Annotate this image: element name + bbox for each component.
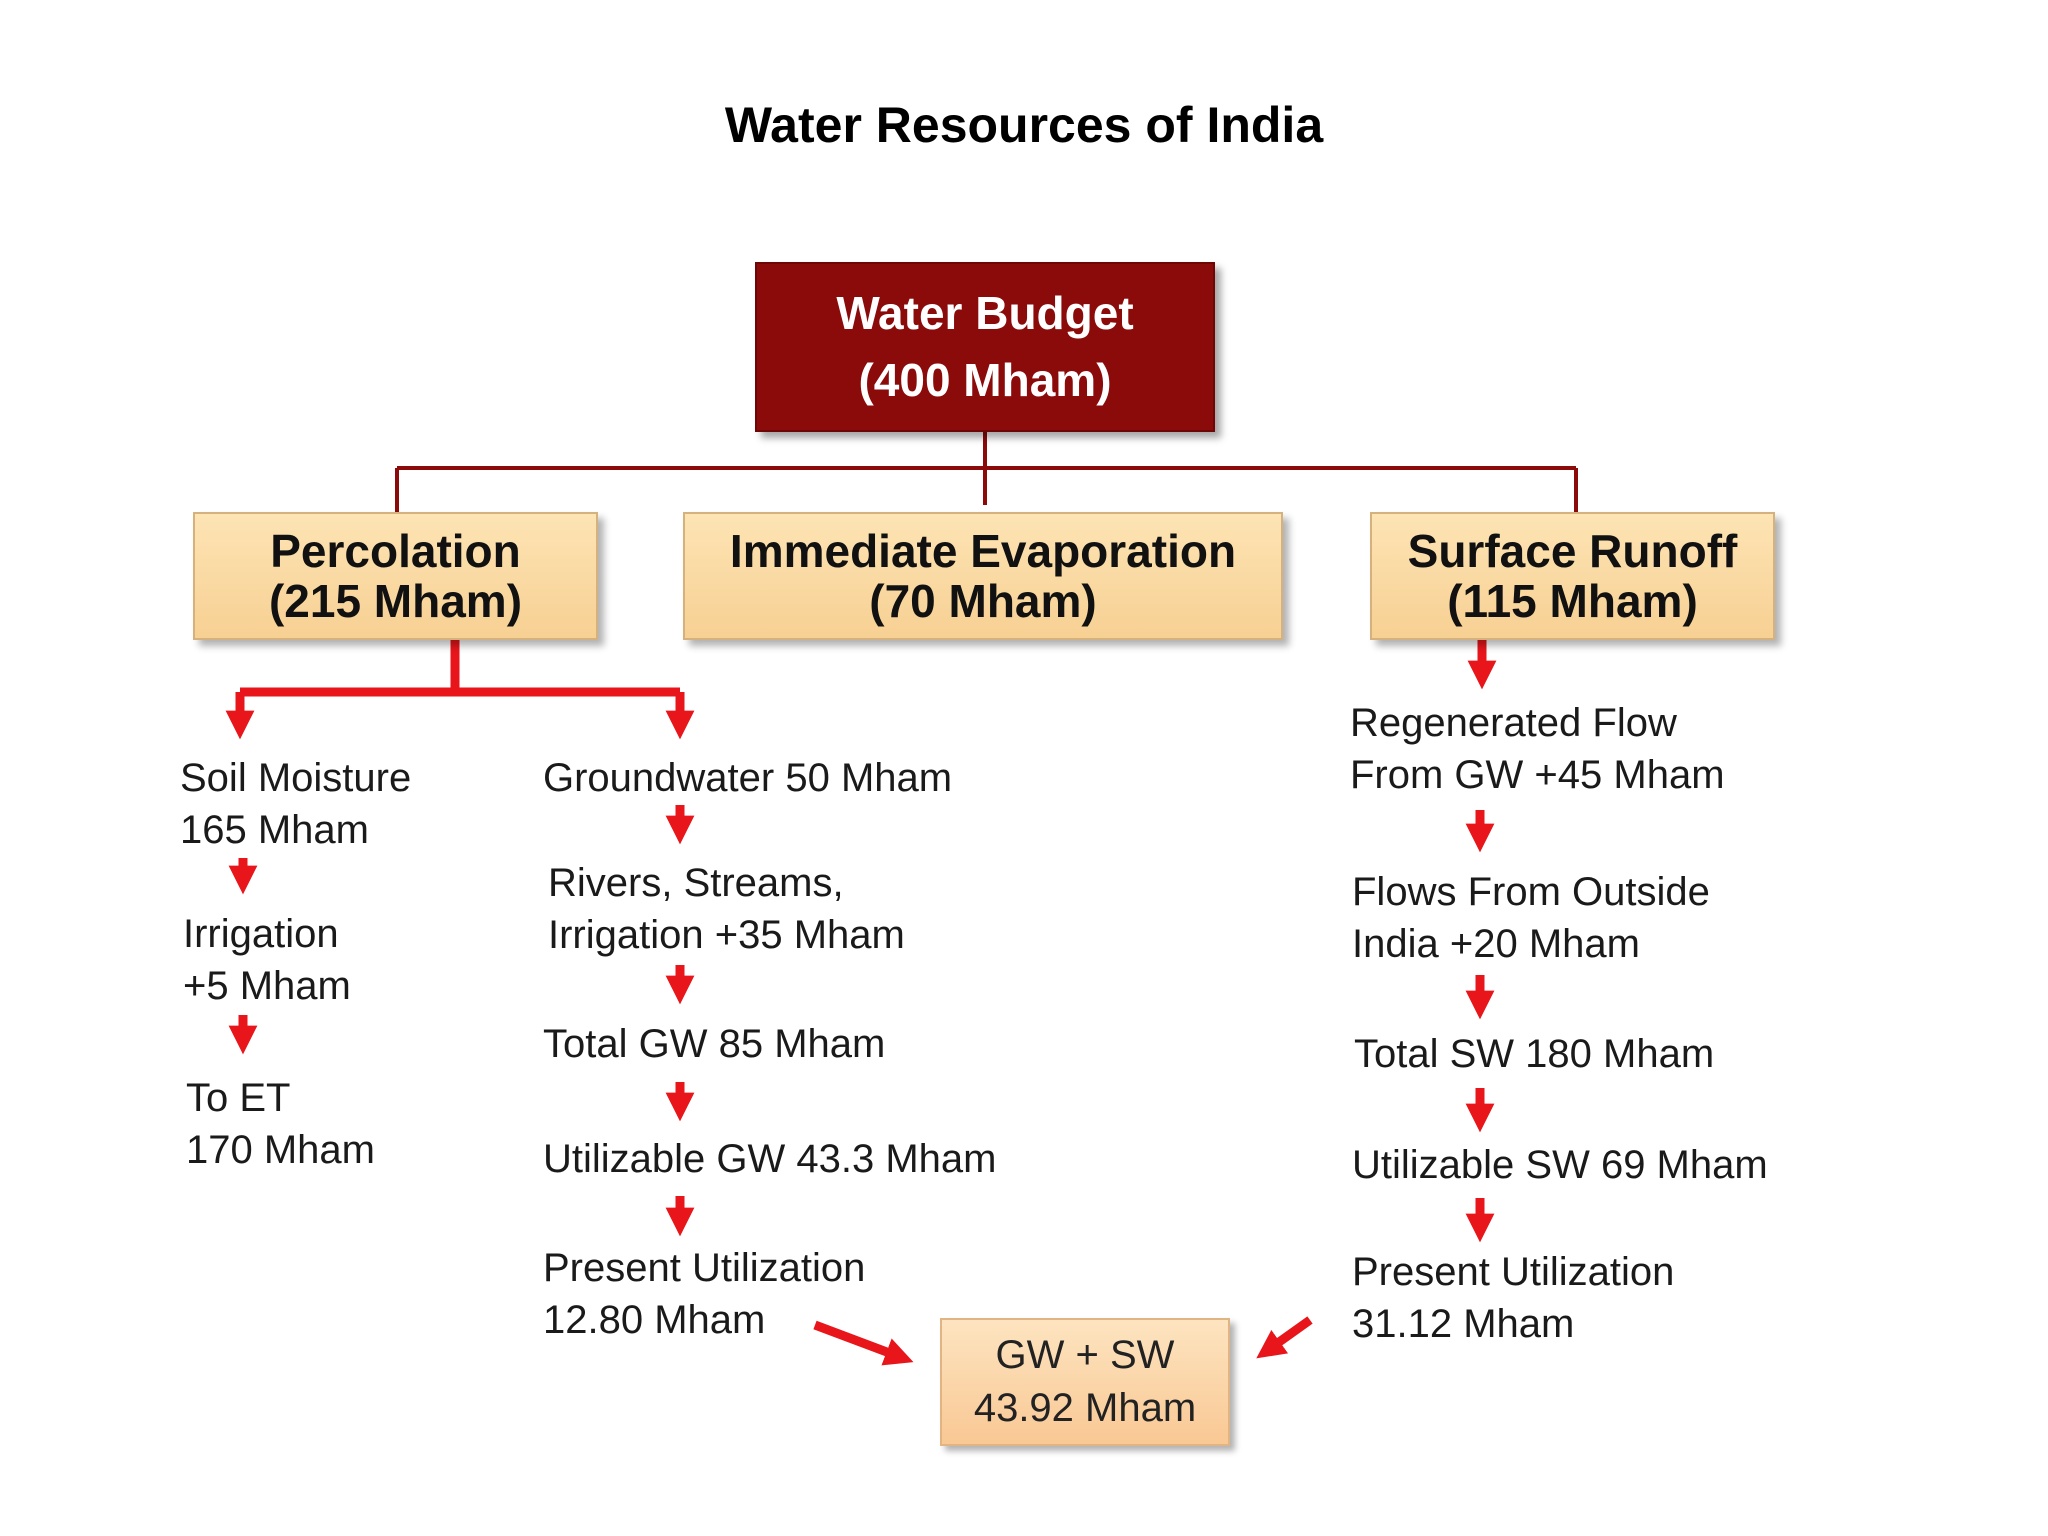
- total-sw-text: Total SW 180 Mham: [1354, 1032, 1715, 1076]
- irrigation-value: +5 Mham: [183, 964, 351, 1008]
- irrigation-text: Irrigation +5 Mham: [183, 908, 351, 1012]
- tree-connector: [395, 432, 1578, 512]
- gw-present-utilization-value: 12.80 Mham: [543, 1298, 766, 1342]
- arrow-sw-to-total: [1256, 1316, 1313, 1359]
- groundwater-text: Groundwater 50 Mham: [543, 756, 953, 800]
- flows-outside-value: India +20 Mham: [1352, 922, 1640, 966]
- water-budget-label: Water Budget: [836, 287, 1134, 339]
- rivers-streams-label: Rivers, Streams,: [548, 861, 844, 905]
- surface-runoff-value: (115 Mham): [1447, 575, 1698, 627]
- percolation-label: Percolation: [270, 525, 521, 577]
- flows-outside-label: Flows From Outside: [1352, 870, 1710, 914]
- evaporation-value: (70 Mham): [869, 575, 1097, 627]
- sw-present-utilization-value: 31.12 Mham: [1352, 1302, 1575, 1346]
- water-budget-box: Water Budget (400 Mham): [755, 262, 1215, 432]
- gw-sw-total-label: GW + SW: [995, 1333, 1175, 1377]
- regenerated-flow-text: Regenerated Flow From GW +45 Mham: [1350, 697, 1725, 801]
- surface-runoff-box: Surface Runoff (115 Mham): [1370, 512, 1775, 640]
- rivers-streams-text: Rivers, Streams, Irrigation +35 Mham: [548, 857, 905, 961]
- regenerated-flow-label: Regenerated Flow: [1350, 701, 1677, 745]
- flows-outside-text: Flows From Outside India +20 Mham: [1352, 866, 1710, 970]
- to-et-label: To ET: [186, 1076, 291, 1120]
- to-et-text: To ET 170 Mham: [186, 1072, 375, 1176]
- soil-moisture-value: 165 Mham: [180, 808, 369, 852]
- percolation-box: Percolation (215 Mham): [193, 512, 598, 640]
- percolation-branch: [225, 640, 695, 740]
- rivers-streams-value: Irrigation +35 Mham: [548, 913, 905, 957]
- regenerated-flow-value: From GW +45 Mham: [1350, 753, 1725, 797]
- sw-present-utilization-text: Present Utilization 31.12 Mham: [1352, 1246, 1674, 1350]
- evaporation-box: Immediate Evaporation (70 Mham): [683, 512, 1283, 640]
- utilizable-gw-text: Utilizable GW 43.3 Mham: [543, 1137, 997, 1181]
- soil-moisture-label: Soil Moisture: [180, 756, 412, 800]
- gw-sw-total-value: 43.92 Mham: [973, 1386, 1197, 1430]
- soil-moisture-text: Soil Moisture 165 Mham: [180, 752, 411, 856]
- page-title: Water Resources of India: [724, 97, 1324, 153]
- utilizable-sw-text: Utilizable SW 69 Mham: [1352, 1143, 1768, 1187]
- evaporation-label: Immediate Evaporation: [729, 525, 1237, 577]
- gw-present-utilization-text: Present Utilization 12.80 Mham: [543, 1242, 865, 1346]
- to-et-value: 170 Mham: [186, 1128, 375, 1172]
- percolation-value: (215 Mham): [268, 575, 523, 627]
- sw-present-utilization-label: Present Utilization: [1352, 1250, 1675, 1294]
- gw-sw-total-box: GW + SW 43.92 Mham: [940, 1318, 1230, 1446]
- arrow-gw-to-total: [813, 1320, 914, 1366]
- irrigation-label: Irrigation: [183, 912, 339, 956]
- total-gw-text: Total GW 85 Mham: [543, 1022, 886, 1066]
- water-budget-value: (400 Mham): [858, 354, 1112, 406]
- surface-runoff-label: Surface Runoff: [1407, 525, 1738, 577]
- gw-present-utilization-label: Present Utilization: [543, 1246, 866, 1290]
